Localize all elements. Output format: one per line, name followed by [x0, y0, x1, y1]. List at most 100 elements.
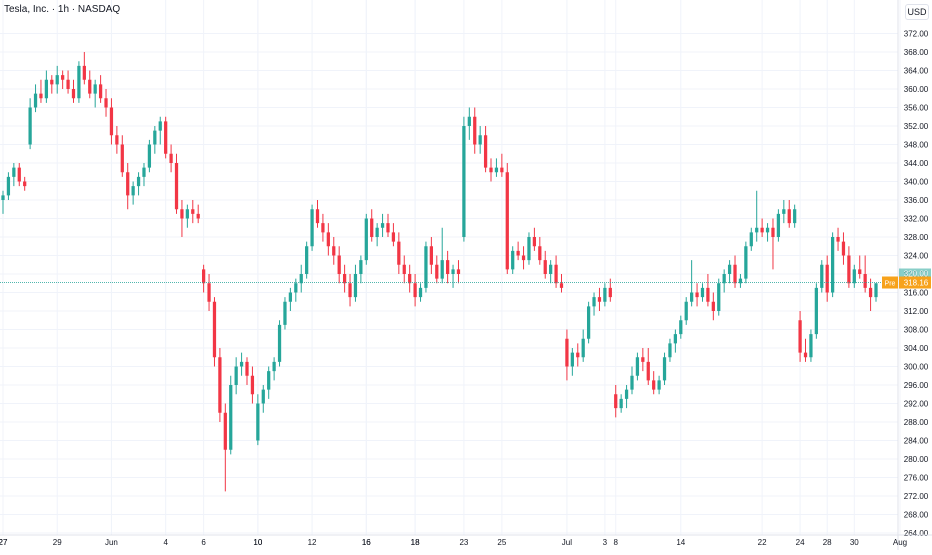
candle-body — [863, 274, 867, 288]
last-price-label: 318.16 — [904, 279, 929, 288]
price-tick-label: 372.00 — [904, 30, 929, 39]
time-tick-label: 25 — [497, 538, 506, 547]
candle-body — [765, 227, 770, 233]
candle-body — [521, 255, 526, 261]
candle-body — [473, 116, 477, 145]
price-axis[interactable]: 264.00 268.00 272.00 276.00 280.00 284.00 288.… — [897, 0, 929, 550]
candle-body — [462, 126, 466, 237]
candle-body — [825, 264, 829, 293]
time-tick-label: 23 — [459, 538, 468, 547]
candle-body — [690, 292, 694, 302]
price-tick-label: 284.00 — [904, 437, 929, 446]
pre-market-label: Pre — [885, 281, 896, 288]
candle-body — [315, 209, 320, 224]
candle-body — [733, 264, 737, 284]
chart-title: Tesla, Inc. · 1h · NASDAQ — [4, 4, 121, 15]
candle-body — [424, 246, 428, 288]
candle-body — [722, 274, 726, 284]
price-tick-label: 336.00 — [904, 196, 929, 205]
time-tick-label: 18 — [411, 538, 420, 547]
pre-market-tag — [882, 276, 898, 289]
candle-body — [608, 287, 612, 298]
candle-body — [12, 167, 16, 177]
candle-body — [706, 287, 710, 302]
candle-body — [516, 250, 520, 256]
candle-body — [82, 65, 86, 80]
time-tick-label: Aug — [893, 538, 907, 547]
candle-body — [418, 287, 423, 298]
candle-body — [353, 274, 358, 298]
candle-body — [109, 107, 114, 136]
candle-body — [44, 79, 49, 99]
candle-body — [771, 227, 775, 237]
candle-body — [793, 209, 797, 224]
candles — [1, 52, 878, 492]
candle-body — [776, 213, 781, 237]
candle-body — [131, 186, 135, 196]
candle-body — [267, 371, 271, 390]
candle-body — [288, 292, 293, 302]
time-tick-label: 14 — [676, 538, 685, 547]
candle-body — [239, 361, 244, 367]
candle-body — [511, 250, 515, 270]
candle-body — [71, 89, 76, 99]
candle-body — [180, 209, 184, 219]
candle-body — [283, 301, 287, 325]
candle-body — [749, 232, 753, 247]
candle-body — [597, 297, 602, 302]
price-tick-label: 268.00 — [904, 511, 929, 520]
candle-body — [120, 144, 124, 173]
candle-body — [760, 227, 764, 233]
candle-body — [245, 361, 249, 376]
candle-body — [483, 135, 488, 168]
price-tick-label: 364.00 — [904, 67, 929, 76]
candle-body — [467, 116, 471, 126]
candle-body — [592, 297, 596, 307]
candle-body — [787, 209, 791, 224]
candle-body — [375, 227, 379, 237]
candle-body — [652, 380, 656, 390]
candle-body — [321, 223, 325, 233]
candle-body — [234, 366, 238, 385]
candle-body — [370, 218, 374, 237]
time-tick-label: 18 — [411, 538, 420, 547]
candle-body — [229, 385, 233, 450]
candle-body — [581, 338, 585, 358]
candle-body — [456, 269, 461, 274]
candle-body — [342, 274, 347, 284]
currency-button[interactable]: USD — [905, 4, 929, 20]
candle-body — [115, 135, 119, 145]
time-tick-label: 10 — [253, 538, 262, 547]
price-tick-label: 352.00 — [904, 122, 929, 131]
candle-body — [814, 287, 818, 335]
time-tick-label: 10 — [253, 538, 262, 547]
price-tick-label: 360.00 — [904, 85, 929, 94]
candle-body — [847, 255, 851, 284]
price-tick-label: 324.00 — [904, 252, 929, 261]
candle-body — [695, 292, 699, 298]
candle-body — [277, 324, 282, 362]
candle-body — [679, 320, 683, 335]
candle-body — [614, 394, 618, 409]
candle-body — [717, 283, 721, 311]
time-tick-label: 4 — [163, 538, 168, 547]
candle-body — [830, 237, 835, 293]
candle-body — [332, 246, 336, 256]
candle-body — [435, 264, 439, 279]
candle-body — [852, 269, 856, 284]
candle-body — [380, 223, 385, 228]
candle-body — [549, 264, 553, 274]
candle-body — [147, 144, 152, 168]
candle-body — [104, 98, 108, 108]
time-tick-label: 3 — [603, 538, 608, 547]
candle-body — [136, 176, 141, 187]
price-tick-label: 292.00 — [904, 400, 929, 409]
candle-body — [543, 260, 547, 274]
candle-body — [494, 167, 499, 173]
candle-body — [868, 287, 873, 298]
price-tick-label: 340.00 — [904, 178, 929, 187]
candle-body — [657, 380, 661, 390]
